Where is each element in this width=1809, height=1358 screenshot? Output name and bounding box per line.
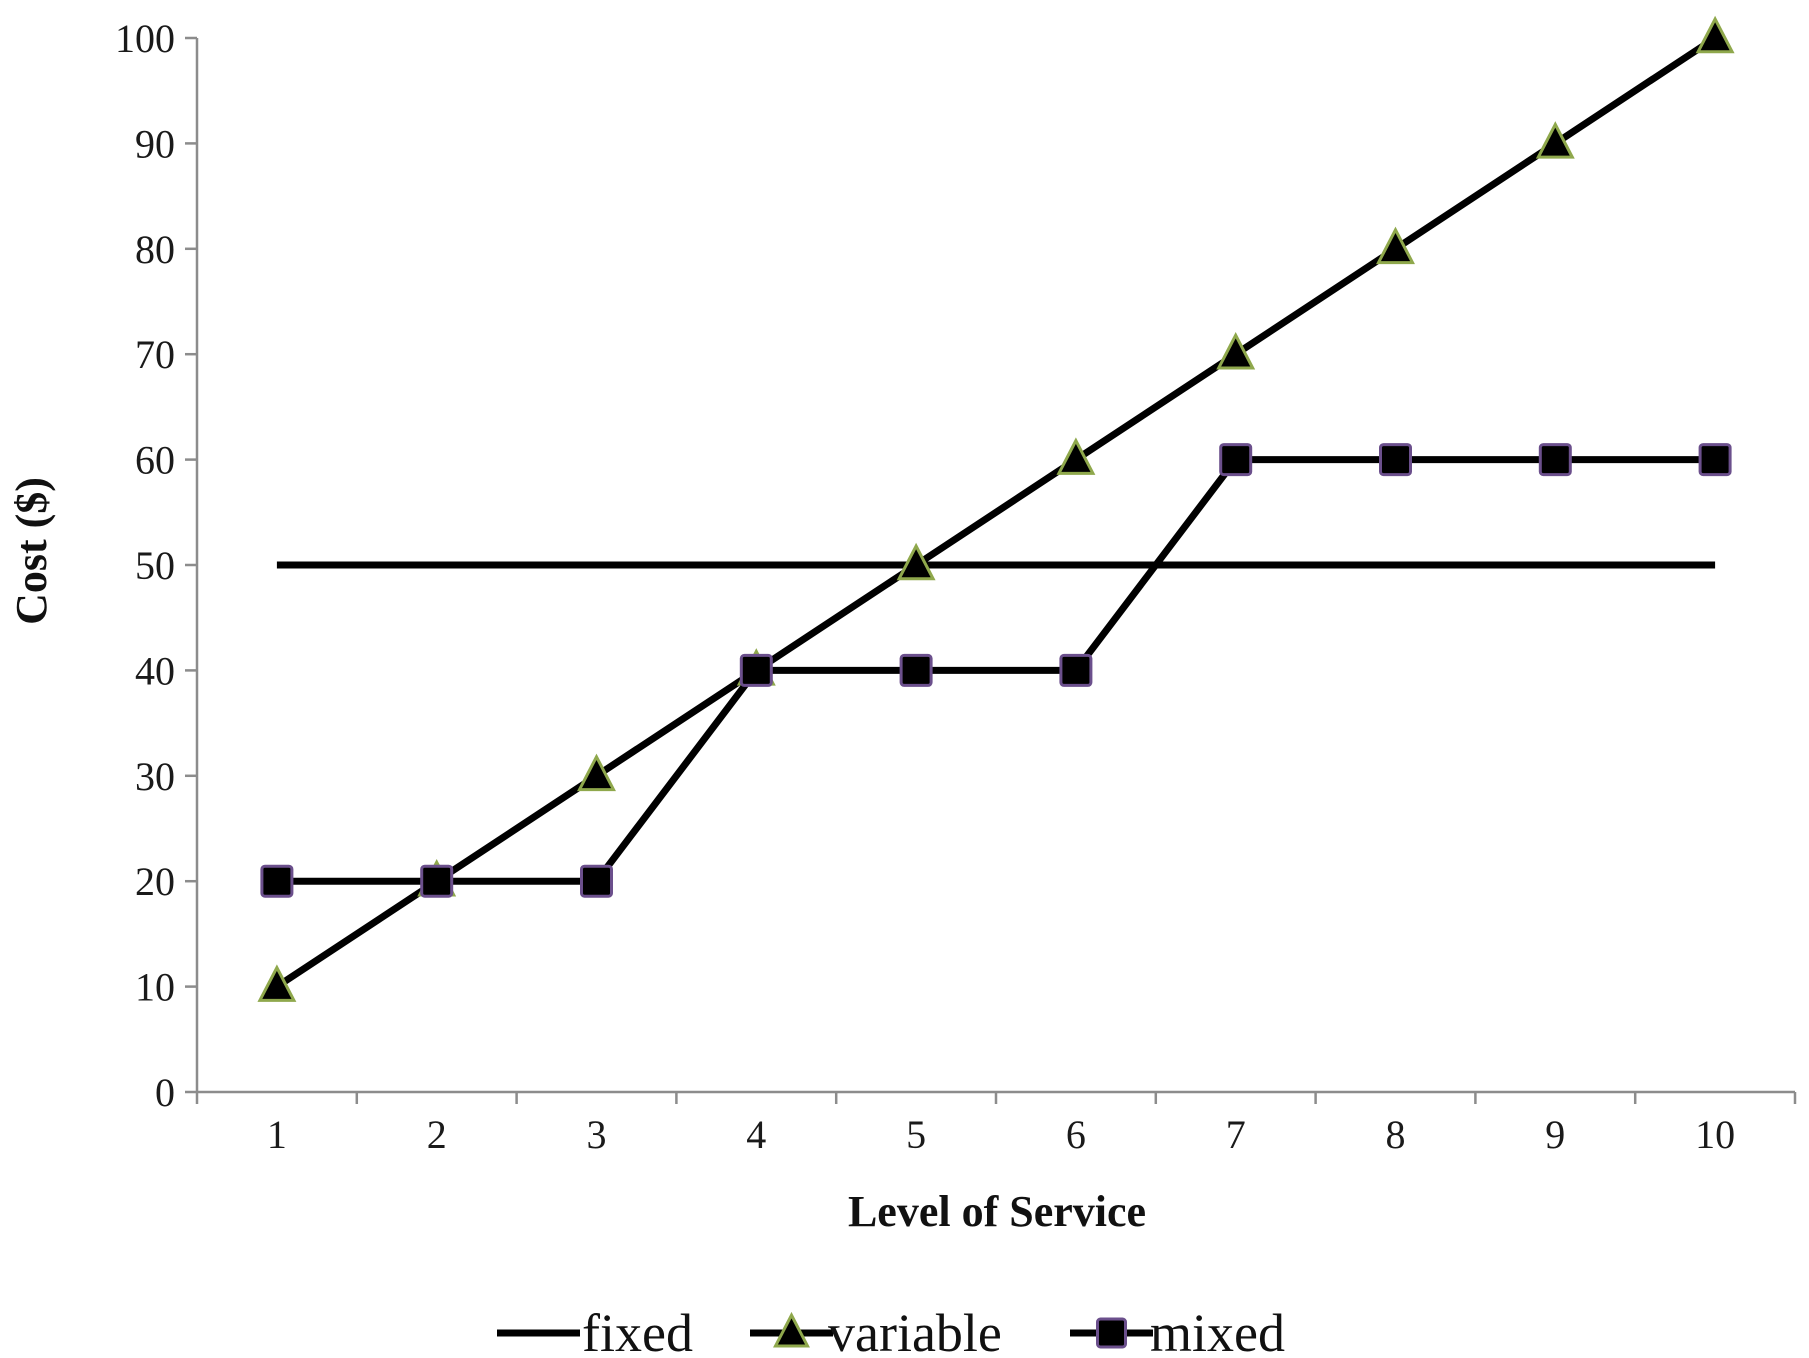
x-tick-label: 7: [1226, 1112, 1246, 1157]
x-tick-label: 3: [587, 1112, 607, 1157]
y-tick-label: 80: [135, 227, 175, 272]
y-tick-label: 50: [135, 543, 175, 588]
x-tick-label: 4: [746, 1112, 766, 1157]
data-point-mixed: [260, 864, 294, 898]
data-point-mixed: [1698, 443, 1732, 477]
y-tick-label: 70: [135, 332, 175, 377]
data-point-variable: [577, 753, 616, 792]
x-tick-label: 9: [1545, 1112, 1565, 1157]
y-tick-label: 30: [135, 754, 175, 799]
y-tick-label: 90: [135, 121, 175, 166]
legend-entry-variable: variable: [750, 1303, 1002, 1358]
legend-label: variable: [828, 1303, 1002, 1358]
data-point-mixed: [580, 864, 613, 898]
data-point-mixed: [1538, 443, 1572, 477]
y-tick-label: 40: [135, 648, 175, 693]
data-point-mixed: [739, 653, 773, 687]
y-axis-title: Cost ($): [7, 477, 56, 625]
legend-entry-fixed: fixed: [497, 1303, 693, 1358]
x-tick-label: 8: [1386, 1112, 1406, 1157]
x-axis-title: Level of Service: [848, 1187, 1146, 1236]
series-line-mixed: [276, 456, 1716, 885]
data-point-mixed: [1219, 443, 1253, 477]
data-point-variable: [257, 964, 297, 1002]
series-line-variable: [274, 35, 1718, 990]
x-tick-label: 10: [1695, 1112, 1735, 1157]
x-tick-label: 2: [427, 1112, 447, 1157]
y-tick-label: 0: [155, 1070, 175, 1115]
data-point-mixed: [1379, 443, 1412, 477]
series-variable: [257, 15, 1735, 1002]
series-mixed: [260, 443, 1732, 898]
series-layer: [257, 15, 1735, 1002]
legend-label: mixed: [1150, 1303, 1285, 1358]
legend-entry-mixed: mixed: [1070, 1303, 1285, 1358]
y-tick-label: 60: [135, 438, 175, 483]
legend-marker-square: [1096, 1317, 1127, 1349]
data-point-mixed: [420, 864, 454, 898]
x-tick-label: 5: [906, 1112, 926, 1157]
data-point-variable: [1695, 15, 1735, 54]
legend: fixed variable mixed: [497, 1303, 1285, 1358]
data-point-variable: [1216, 331, 1256, 370]
data-point-mixed: [899, 653, 933, 687]
data-point-variable: [1056, 437, 1096, 475]
y-tick-label: 10: [135, 965, 175, 1010]
x-tick-label: 1: [267, 1112, 287, 1157]
y-tick-label: 100: [115, 16, 175, 61]
legend-label: fixed: [582, 1303, 693, 1358]
axes: 0 10 20 30 40 50 60 70 80 90 100 1 2 3 4 5 6 7 8 9 10: [115, 16, 1797, 1157]
x-tick-label: 6: [1066, 1112, 1086, 1157]
data-point-variable: [896, 542, 936, 581]
data-point-mixed: [1059, 653, 1093, 687]
data-point-variable: [1535, 121, 1575, 159]
legend-marker-triangle: [773, 1311, 810, 1348]
y-tick-label: 20: [135, 859, 175, 904]
data-point-variable: [1376, 226, 1415, 265]
